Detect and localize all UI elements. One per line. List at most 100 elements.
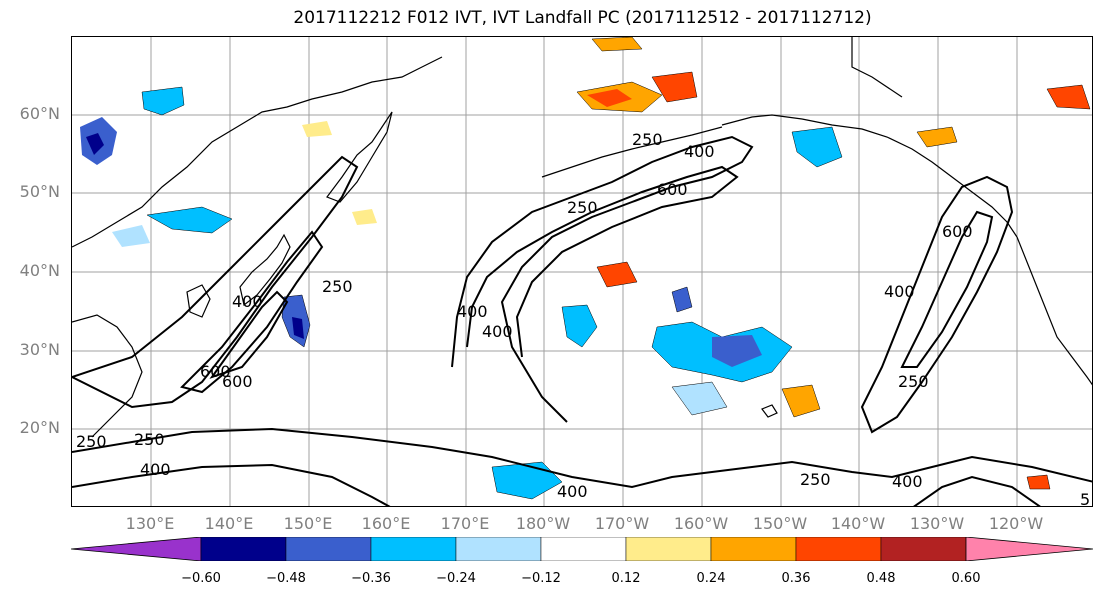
- patch-neg-nw-pacific-1-core: [712, 335, 762, 367]
- lon-label-170w: 170°W: [594, 514, 650, 533]
- contour-jet-asia-mid: [180, 230, 324, 394]
- map-title: 2017112212 F012 IVT, IVT Landfall PC (20…: [293, 8, 872, 28]
- coast-china: [72, 314, 143, 438]
- colorbar-bin-3: [370, 537, 457, 561]
- contour-label-south-250: 250: [800, 470, 831, 489]
- contour-label-asia-250: 250: [134, 430, 165, 449]
- lon-label-140e: 140°E: [204, 514, 254, 533]
- coast-alaska-north: [851, 37, 903, 98]
- contour-label-asia-400: 400: [140, 460, 171, 479]
- patch-neg-japan-sea-light: [112, 225, 150, 247]
- colorbar-tick-4: −0.24: [436, 571, 476, 586]
- contour-label-na-400b: 400: [892, 472, 923, 491]
- lon-label-120w: 120°W: [988, 514, 1044, 533]
- patch-pos-east-1: [781, 384, 821, 418]
- contour-na-inner: [900, 210, 994, 368]
- lat-label-30n: 30°N: [19, 340, 60, 359]
- patch-pos-bc-coast: [916, 126, 958, 148]
- colorbar-tick-6: 0.12: [611, 571, 641, 586]
- lon-label-170e: 170°E: [440, 514, 490, 533]
- colorbar-tick-3: −0.36: [351, 571, 391, 586]
- ivt-contours: [72, 135, 1092, 506]
- colorbar-tick-2: −0.48: [266, 571, 306, 586]
- colorbar-bin-4: [455, 537, 542, 561]
- lon-label-160e: 160°E: [361, 514, 411, 533]
- contour-south-250: [72, 427, 1092, 489]
- colorbar-bin-9: [880, 537, 967, 561]
- colorbar-tick-10: 0.60: [951, 571, 981, 586]
- map-canvas: 250 400 600 400 250 600 250 400 400 250 …: [72, 37, 1092, 507]
- patch-pos-canada-1: [1046, 84, 1091, 110]
- patch-neg-south-1: [491, 461, 563, 500]
- patch-neg-central-2: [671, 286, 693, 313]
- contour-label-asia-600: 600: [200, 362, 231, 381]
- contour-label-kamchatka-250: 250: [322, 277, 353, 296]
- lat-label-50n: 50°N: [19, 182, 60, 201]
- contour-label-asia-400b: 400: [232, 292, 263, 311]
- patch-pos-light-2: [352, 209, 377, 225]
- contour-label-right-5: 5: [1080, 490, 1090, 507]
- colorbar-extend-right: [965, 537, 1093, 561]
- colorbar-tick-9: 0.48: [866, 571, 896, 586]
- contour-south-400: [72, 463, 391, 506]
- coast-japan: [239, 233, 291, 307]
- contour-label-na-250: 250: [898, 372, 929, 391]
- lon-label-140w: 140°W: [830, 514, 886, 533]
- patch-neg-okhotsk-core: [86, 133, 104, 155]
- colorbar-tick-5: −0.12: [521, 571, 561, 586]
- contour-na-outer: [860, 175, 1014, 434]
- contour-label-central-400: 400: [457, 302, 488, 321]
- coast-na-west: [1016, 236, 1092, 386]
- contour-jet-asia-inner: [209, 290, 289, 379]
- coast-alaska: [721, 114, 1018, 238]
- colorbar-bin-2: [285, 537, 372, 561]
- contour-label-central-400b: 400: [482, 322, 513, 341]
- patch-pos-south-east: [1026, 474, 1051, 490]
- colorbar-extend-left: [71, 537, 202, 561]
- contour-label-central-250: 250: [567, 198, 598, 217]
- colorbar-bin-6: [625, 537, 712, 561]
- patch-neg-kamchatka: [141, 86, 185, 116]
- lon-label-180w: 180°W: [515, 514, 571, 533]
- patch-neg-south-2: [671, 381, 728, 416]
- colorbar-bin-8: [795, 537, 882, 561]
- lat-label-40n: 40°N: [19, 261, 60, 280]
- contour-jet-asia-outer: [72, 155, 359, 409]
- lat-label-20n: 20°N: [19, 418, 60, 437]
- coast-aleutians: [541, 126, 723, 178]
- contour-central-arc-outer: [451, 135, 754, 423]
- positive-anomaly-patches: [302, 37, 1091, 490]
- contour-label-south-400: 400: [557, 482, 588, 501]
- colorbar-bin-7: [710, 537, 797, 561]
- contour-central-arc-inner: [466, 165, 739, 358]
- coast-asia: [72, 56, 443, 248]
- lon-label-150e: 150°E: [283, 514, 333, 533]
- contour-label-left-250: 250: [76, 432, 107, 451]
- patch-neg-alaska: [791, 126, 843, 168]
- colorbar-tick-8: 0.36: [781, 571, 811, 586]
- lon-label-130e: 130°E: [125, 514, 175, 533]
- colorbar-tick-1: −0.60: [181, 571, 221, 586]
- lon-label-130w: 130°W: [909, 514, 965, 533]
- patch-pos-arctic-1: [591, 37, 643, 52]
- patch-pos-central-1: [596, 261, 638, 288]
- coast-kamchatka: [326, 111, 393, 203]
- colorbar-bin-5: [540, 537, 627, 561]
- coast-hawaii: [761, 404, 778, 418]
- contour-labels: 250 400 600 400 250 600 250 400 400 250 …: [76, 130, 1090, 507]
- coastlines: [72, 37, 1092, 438]
- lat-label-60n: 60°N: [19, 104, 60, 123]
- patch-pos-light-1: [302, 121, 332, 137]
- contour-south-400b: [913, 475, 1041, 506]
- colorbar-tick-7: 0.24: [696, 571, 726, 586]
- map-panel: 250 400 600 400 250 600 250 400 400 250 …: [71, 36, 1093, 507]
- patch-neg-central-1: [561, 304, 598, 348]
- negative-anomaly-patches: [80, 86, 843, 500]
- contour-label-bering-400: 400: [684, 142, 715, 161]
- contour-label-na-400: 400: [884, 282, 915, 301]
- contour-label-south-600: 600: [222, 372, 253, 391]
- graticule: [72, 37, 1092, 506]
- contour-label-na-600: 600: [942, 222, 973, 241]
- lon-label-160w: 160°W: [673, 514, 729, 533]
- colorbar: [71, 537, 1093, 561]
